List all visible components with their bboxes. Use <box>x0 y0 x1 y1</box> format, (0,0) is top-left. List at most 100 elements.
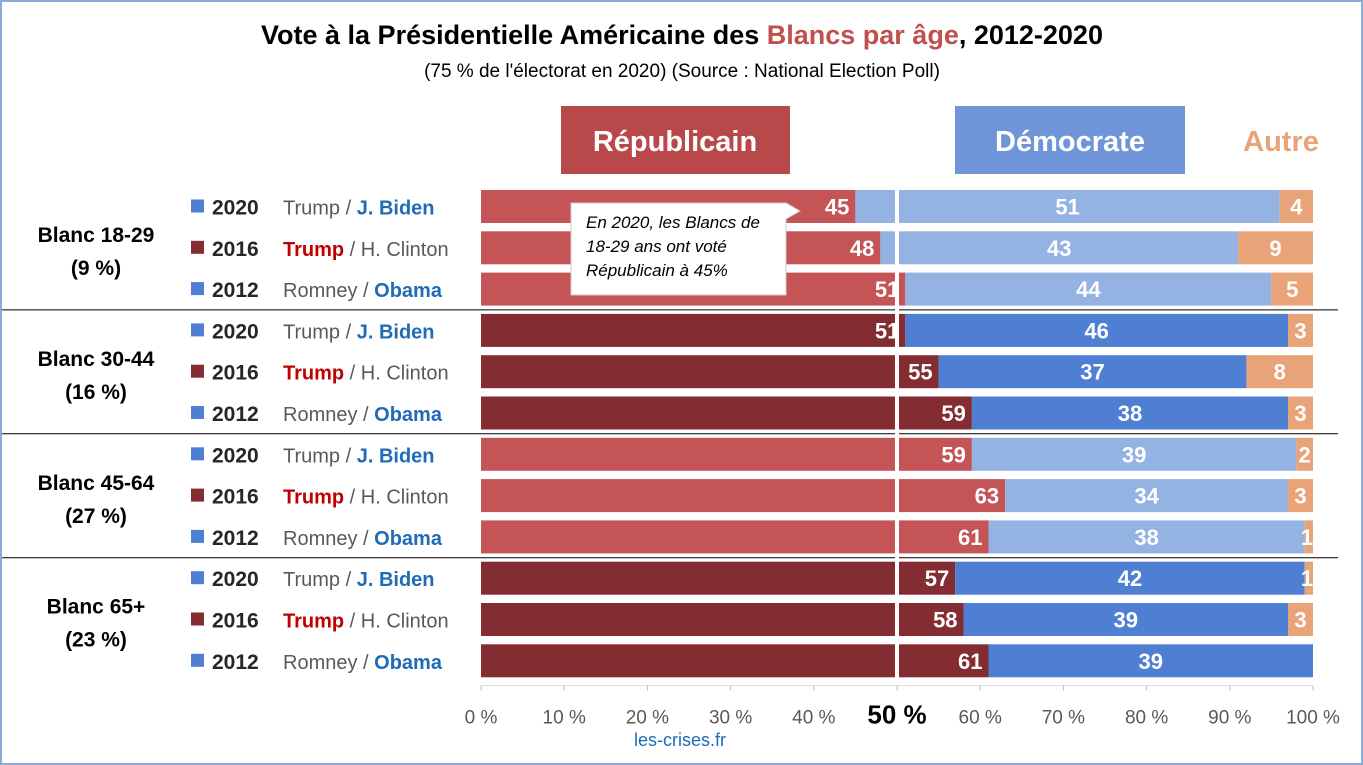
group-label: Blanc 65+ <box>47 596 146 619</box>
legend-rep-box <box>561 106 790 174</box>
group-label: Blanc 18-29 <box>38 224 155 247</box>
data-label-other: 2 <box>1299 442 1311 467</box>
x-tick-label: 0 % <box>465 708 498 729</box>
data-label-rep: 61 <box>958 649 982 674</box>
candidates-label: Romney / Obama <box>283 404 443 426</box>
data-label-rep: 61 <box>958 525 982 550</box>
data-label-rep: 48 <box>850 236 874 261</box>
candidates-label: Trump / H. Clinton <box>283 239 449 261</box>
legend-swatch <box>191 240 204 254</box>
rep-candidate: Romney <box>283 280 357 302</box>
annotation-line-1: En 2020, les Blancs de <box>586 213 760 232</box>
rep-candidate: Trump <box>283 445 340 467</box>
bar-segment-dem <box>855 190 1280 223</box>
data-label-other: 3 <box>1294 608 1306 633</box>
bar-segment-dem <box>988 520 1305 554</box>
data-label-rep: 59 <box>941 401 965 426</box>
data-label-dem: 39 <box>1122 442 1146 467</box>
bar-segment-other <box>1304 561 1313 595</box>
candidates-label: Trump / H. Clinton <box>283 487 449 509</box>
year-label: 2020 <box>212 320 259 343</box>
separator: / <box>357 280 374 302</box>
bar-segment-other <box>1271 272 1313 306</box>
dem-candidate: Obama <box>374 280 443 302</box>
x-tick-label: 80 % <box>1125 708 1168 729</box>
dem-candidate: Obama <box>374 404 443 426</box>
bar-segment-rep <box>481 520 989 554</box>
data-label-dem: 46 <box>1084 318 1108 343</box>
group-share: (27 %) <box>65 505 127 528</box>
legend-dem-box <box>955 106 1185 174</box>
bar-segment-other <box>1288 479 1313 513</box>
rep-candidate: Trump <box>283 487 344 509</box>
data-label-dem: 51 <box>1055 195 1079 220</box>
year-label: 2012 <box>212 651 259 674</box>
year-label: 2012 <box>212 403 259 426</box>
group-share: (16 %) <box>65 381 127 404</box>
legend-swatch <box>191 529 204 543</box>
legend-swatch <box>191 282 204 296</box>
separator: / <box>344 611 361 633</box>
bar-segment-rep <box>481 396 972 430</box>
legend-swatch <box>191 571 204 585</box>
legend-swatch <box>191 612 204 626</box>
dem-candidate: H. Clinton <box>361 239 449 261</box>
data-label-rep: 59 <box>941 442 965 467</box>
dem-candidate: H. Clinton <box>361 611 449 633</box>
bar-segment-other <box>1279 190 1313 223</box>
data-label-dem: 43 <box>1047 236 1071 261</box>
legend-swatch <box>191 447 204 461</box>
separator: / <box>340 569 357 591</box>
data-label-other: 8 <box>1274 360 1286 385</box>
bar-segment-other <box>1238 231 1313 265</box>
data-label-rep: 57 <box>925 566 949 591</box>
data-label-other: 3 <box>1294 401 1306 426</box>
candidates-label: Trump / J. Biden <box>283 445 435 467</box>
dem-candidate: J. Biden <box>357 445 435 467</box>
bar-segment-other <box>1246 355 1313 389</box>
rep-candidate: Trump <box>283 198 340 220</box>
legend-swatch <box>191 653 204 667</box>
bar-segment-rep <box>481 479 1006 513</box>
year-label: 2016 <box>212 238 259 261</box>
bar-segment-dem <box>971 437 1297 471</box>
legend-swatch <box>191 199 204 213</box>
candidates-label: Trump / J. Biden <box>283 321 435 343</box>
rep-candidate: Trump <box>283 363 344 385</box>
legend-swatch <box>191 406 204 419</box>
dem-candidate: Obama <box>374 652 443 674</box>
year-label: 2012 <box>212 527 259 550</box>
bar-segment-dem <box>938 355 1247 389</box>
bar-segment-rep <box>481 603 964 636</box>
data-label-dem: 39 <box>1114 608 1138 633</box>
separator: / <box>357 404 374 426</box>
bar-segment-rep <box>481 437 972 471</box>
candidates-label: Romney / Obama <box>283 652 443 674</box>
chart-title-part2: , 2012-2020 <box>959 20 1103 50</box>
bar-segment-rep <box>481 644 989 678</box>
bar-segment-rep <box>481 561 956 595</box>
chart-title: Vote à la Présidentielle Américaine des … <box>261 20 1103 50</box>
rep-candidate: Romney <box>283 652 357 674</box>
legend-rep-label: Républicain <box>593 126 757 158</box>
chart-title-accent: Blancs par âge <box>767 20 959 50</box>
annotation-callout: En 2020, les Blancs de 18-29 ans ont vot… <box>570 202 802 296</box>
separator: / <box>340 321 357 343</box>
dem-candidate: J. Biden <box>357 569 435 591</box>
data-label-other: 3 <box>1294 484 1306 509</box>
bar-segment-dem <box>1005 479 1289 513</box>
data-label-dem: 38 <box>1134 525 1158 550</box>
x-tick-label: 30 % <box>709 708 752 729</box>
footer-source: les-crises.fr <box>634 730 726 750</box>
data-label-rep: 55 <box>908 360 932 385</box>
separator: / <box>357 652 374 674</box>
bar-segment-other <box>1296 437 1313 471</box>
data-label-rep: 63 <box>975 484 999 509</box>
dem-candidate: H. Clinton <box>361 487 449 509</box>
candidates-label: Trump / H. Clinton <box>283 611 449 633</box>
candidates-label: Romney / Obama <box>283 528 443 550</box>
bar-segment-other <box>1288 313 1313 347</box>
group-share: (9 %) <box>71 257 121 280</box>
x-tick-label: 70 % <box>1042 708 1085 729</box>
bar-segment-other <box>1288 396 1313 430</box>
